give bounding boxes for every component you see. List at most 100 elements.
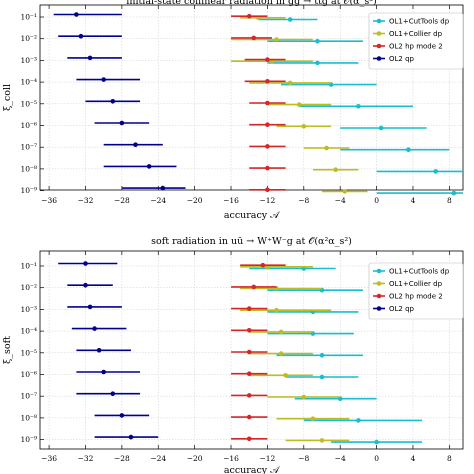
y-tick-label: 10⁻⁵ — [20, 99, 37, 108]
chart-title: soft radiation in uū → W⁺W⁻g at 𝒪(α²α_s²… — [151, 236, 352, 247]
legend-box — [368, 12, 464, 70]
data-point — [265, 144, 270, 149]
data-point — [324, 145, 329, 151]
data-point — [296, 102, 302, 107]
x-tick-label: −16 — [223, 196, 239, 205]
x-tick-label: −36 — [41, 196, 57, 205]
x-tick-label: 4 — [411, 454, 416, 463]
legend-entry: OL1+CutTools dp — [389, 268, 450, 276]
data-point — [110, 391, 116, 397]
legend-entry: OL1+Collier dp — [389, 280, 443, 288]
legend-marker — [376, 293, 382, 299]
data-point — [83, 261, 88, 266]
data-point — [246, 436, 252, 442]
data-point — [246, 13, 252, 19]
data-point — [319, 353, 325, 358]
y-tick-label: 10⁻³ — [20, 305, 37, 314]
legend-entry: OL2 hp mode 2 — [389, 293, 443, 301]
y-tick-label: 10⁻⁷ — [20, 143, 37, 152]
x-tick-label: −12 — [260, 454, 276, 463]
y-tick-label: 10⁻⁷ — [20, 392, 37, 401]
data-point — [315, 60, 320, 66]
data-point — [265, 187, 270, 193]
x-tick-label: 8 — [447, 454, 452, 463]
data-point — [87, 55, 93, 61]
y-tick-label: 10⁻⁹ — [20, 186, 37, 195]
y-axis-label: ξ_coll — [2, 84, 13, 111]
x-axis-label: accuracy 𝒜 — [224, 210, 281, 221]
legend-marker — [376, 268, 382, 274]
y-tick-label: 10⁻⁶ — [20, 121, 37, 130]
legend-marker — [376, 306, 382, 311]
data-point — [87, 304, 93, 310]
data-point — [265, 122, 270, 127]
data-point — [265, 165, 270, 171]
legend-entry: OL2 qp — [389, 55, 415, 63]
y-tick-label: 10⁻³ — [20, 56, 37, 65]
data-point — [101, 369, 106, 375]
x-tick-label: −20 — [187, 454, 203, 463]
x-tick-label: −8 — [298, 454, 309, 463]
data-point — [283, 373, 288, 378]
data-point — [287, 17, 293, 22]
y-tick-label: 10⁻⁸ — [20, 413, 37, 422]
y-tick-label: 10⁻² — [20, 34, 37, 43]
data-point — [333, 167, 338, 172]
x-tick-label: −32 — [78, 196, 94, 205]
data-point — [274, 37, 279, 42]
chart-title: initial-state collinear radiation in gg … — [126, 0, 376, 7]
data-point — [356, 104, 361, 109]
x-tick-label: −16 — [223, 454, 239, 463]
x-tick-label: −4 — [335, 454, 346, 463]
legend-box — [368, 262, 464, 320]
x-tick-label: −20 — [187, 196, 203, 205]
data-point — [319, 438, 325, 443]
data-point — [133, 142, 138, 147]
data-point — [278, 329, 284, 335]
x-tick-label: −28 — [114, 454, 130, 463]
data-point — [119, 413, 125, 418]
legend-entry: OL2 hp mode 2 — [389, 43, 443, 51]
legend-marker — [376, 18, 382, 24]
data-point — [246, 371, 252, 377]
x-axis-label: accuracy 𝒜 — [224, 465, 281, 474]
y-tick-label: 10⁻⁵ — [20, 348, 37, 357]
data-point — [246, 393, 252, 398]
y-tick-label: 10⁻⁴ — [20, 327, 37, 336]
x-tick-label: −24 — [150, 196, 166, 205]
data-point — [310, 416, 316, 422]
data-point — [260, 262, 266, 268]
x-tick-label: −36 — [41, 454, 57, 463]
plot-frame — [39, 250, 464, 450]
data-point — [246, 306, 252, 311]
x-tick-label: −28 — [114, 196, 130, 205]
data-point — [319, 374, 325, 380]
y-tick-label: 10⁻¹ — [20, 262, 37, 271]
data-point — [433, 169, 439, 174]
data-point — [251, 284, 257, 290]
data-point — [83, 282, 88, 288]
bottom-panel: soft radiation in uū → W⁺W⁻g at 𝒪(α²α_s²… — [2, 236, 464, 474]
data-point — [265, 100, 270, 106]
x-tick-label: −24 — [150, 454, 166, 463]
x-tick-label: 4 — [411, 196, 416, 205]
data-point — [265, 79, 270, 84]
legend-entry: OL1+CutTools dp — [389, 18, 450, 26]
y-tick-label: 10⁻⁴ — [20, 78, 37, 87]
data-point — [342, 189, 348, 194]
data-point — [406, 147, 411, 152]
y-tick-label: 10⁻² — [20, 283, 37, 292]
data-point — [451, 190, 457, 196]
data-point — [74, 12, 79, 17]
data-point — [101, 77, 106, 82]
y-tick-label: 10⁻¹ — [20, 13, 37, 22]
data-point — [246, 414, 252, 420]
y-tick-label: 10⁻⁸ — [20, 164, 37, 173]
data-point — [378, 125, 384, 131]
data-point — [301, 394, 307, 400]
data-point — [119, 120, 125, 126]
top-panel: initial-state collinear radiation in gg … — [2, 0, 464, 221]
data-point — [356, 418, 361, 423]
legend-marker — [376, 56, 382, 61]
